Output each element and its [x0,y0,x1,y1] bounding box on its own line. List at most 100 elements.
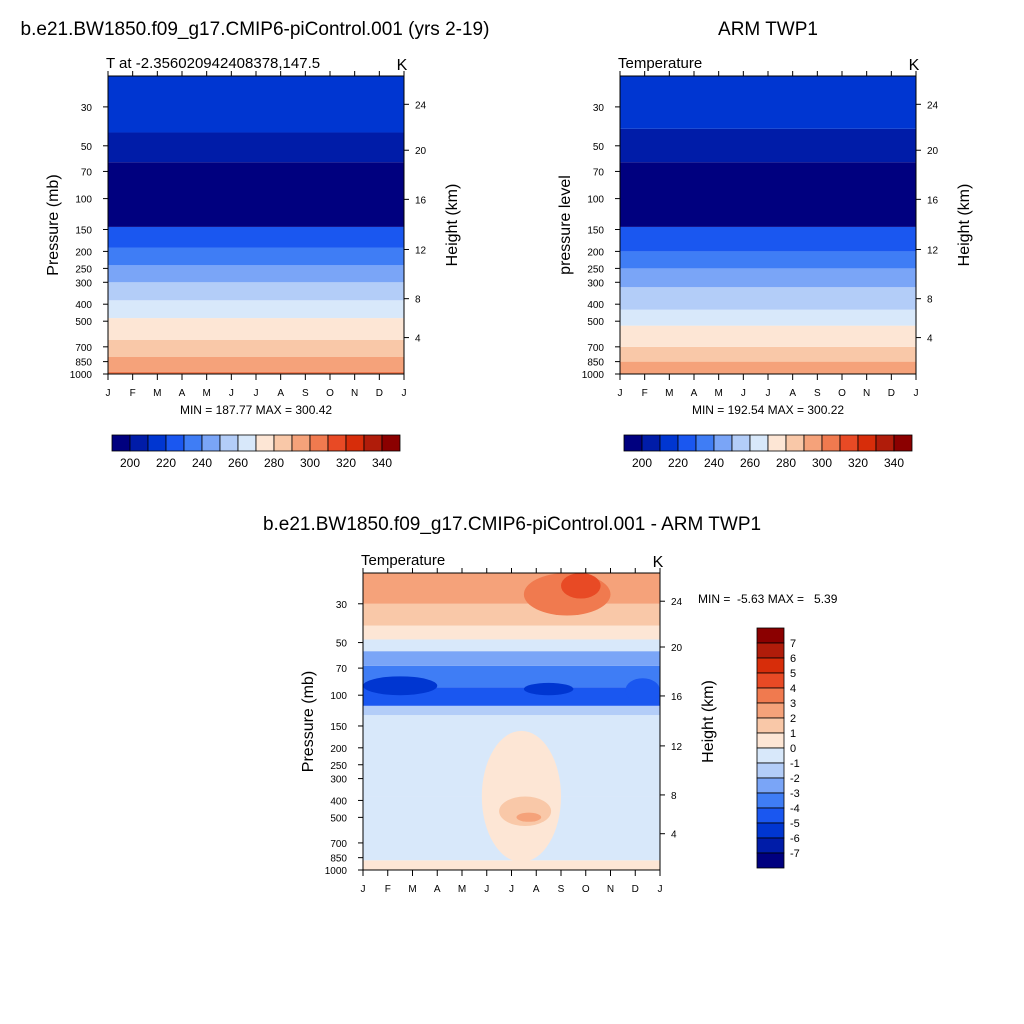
chart3-xtick-label-4: M [458,884,466,895]
colorbar-diff-label-7: 0 [790,743,796,755]
colorbar-diff-swatch-9 [756,762,785,779]
chart3-ytick-label-0: 30 [336,600,348,611]
chart3-patch-cold-core-3 [625,678,660,703]
chart3-patch-warm-core [481,730,561,863]
colorbar-diff-label-6: 1 [790,728,796,740]
chart1-xtick-label-3: A [179,388,186,399]
chart2-rtick-label-5: 4 [927,334,933,345]
chart3-rtick-label-3: 12 [671,742,683,753]
chart1-ytick-label-12: 1000 [70,370,93,381]
colorbar-diff-label-14: -7 [790,848,800,860]
colorbar-diff-label-9: -2 [790,773,800,785]
chart3-ytick-label-4: 150 [330,722,347,733]
chart1-ytick-label-9: 500 [75,317,92,328]
chart3-band-8 [363,625,660,640]
chart3-band-4 [363,687,660,706]
chart3-band-9 [363,603,660,626]
chart2-xtick-label-8: S [814,388,821,399]
chart2-ytick-label-0: 30 [593,103,605,114]
chart3-xtick-label-5: J [484,884,489,895]
chart3-xtick-label-0: J [361,884,366,895]
chart2-xtick-label-10: N [863,388,870,399]
colorbar-diff-label-8: -1 [790,758,800,770]
colorbar-left-label-7: 340 [372,456,392,470]
chart1-xtick-label-11: D [376,388,383,399]
colorbar-right-swatch-14 [875,434,895,452]
chart3-ytick-label-9: 500 [330,813,347,824]
chart1-xtick-label-2: M [153,388,161,399]
chart3-ytick-label-2: 70 [336,664,348,675]
colorbar-left-swatch-12 [327,434,347,452]
colorbar-left-swatch-13 [345,434,365,452]
chart1-rtick-label-2: 16 [415,195,427,206]
chart1-ytick-label-3: 100 [75,195,92,206]
colorbar-left-label-5: 300 [300,456,320,470]
chart2-ytick-label-5: 200 [587,247,604,258]
colorbar-diff-swatch-8 [756,747,785,764]
chart1-band-1 [108,357,404,372]
chart1-xtick-label-5: J [229,388,234,399]
colorbar-left-swatch-7 [237,434,257,452]
chart3-xtick-label-11: D [632,884,639,895]
chart1-ytick-label-4: 150 [75,225,92,236]
chart2-ytick-label-2: 70 [593,167,605,178]
chart1-ytick-label-0: 30 [81,103,93,114]
colorbar-diff-label-5: 2 [790,713,796,725]
colorbar-left-swatch-1 [129,434,149,452]
chart3-xtick-label-7: A [533,884,540,895]
chart3-xtick-label-6: J [509,884,514,895]
chart3-xtick-label-1: F [385,884,391,895]
chart2-xtick-label-1: F [642,388,648,399]
colorbar-diff-label-2: 5 [790,668,796,680]
colorbar-diff-label-4: 3 [790,698,796,710]
chart2-band-9 [620,128,916,163]
chart1-xtick-label-12: J [402,388,407,399]
chart1-xtick-label-4: M [202,388,210,399]
colorbar-left-label-0: 200 [120,456,140,470]
colorbar-left-label-6: 320 [336,456,356,470]
chart2-xtick-label-3: A [691,388,698,399]
colorbar-right-swatch-3 [677,434,697,452]
chart1-band-11 [108,76,404,133]
chart2-ytick-label-4: 150 [587,225,604,236]
chart3-title: b.e21.BW1850.f09_g17.CMIP6-piControl.001… [263,514,761,535]
colorbar-right-label-6: 320 [848,456,868,470]
chart2-rtick-label-4: 8 [927,295,933,306]
chart2-xtick-label-2: M [665,388,673,399]
chart2-band-1 [620,346,916,362]
chart1-band-10 [108,132,404,163]
chart2-title: ARM TWP1 [718,19,818,40]
chart1-rtick-label-4: 8 [415,295,421,306]
chart2-xtick-label-11: D [888,388,895,399]
chart3-stats: MIN = -5.63 MAX = 5.39 [698,592,838,606]
chart1-band-9 [108,162,404,227]
chart2-band-0 [620,361,916,374]
chart1-band-6 [108,265,404,283]
chart1-rtick-label-5: 4 [415,334,421,345]
chart3-band-10 [363,573,660,604]
colorbar-right-label-3: 260 [740,456,760,470]
chart2-ytick-label-11: 850 [587,358,604,369]
chart3-band-3 [363,705,660,716]
colorbar-left-swatch-3 [165,434,185,452]
colorbar-diff-label-13: -6 [790,833,800,845]
chart2-xtick-label-6: J [766,388,771,399]
colorbar-left-swatch-4 [183,434,203,452]
chart3-ytick-label-7: 300 [330,775,347,786]
colorbar-right-label-1: 220 [668,456,688,470]
chart2-ytick-label-3: 100 [587,195,604,206]
colorbar-diff-swatch-3 [756,672,785,689]
chart3-xtick-label-3: A [434,884,441,895]
chart3-xtick-label-12: J [658,884,663,895]
chart2-band-7 [620,226,916,252]
chart2-xtick-label-0: J [618,388,623,399]
colorbar-right-swatch-11 [821,434,841,452]
chart1-band-2 [108,340,404,358]
colorbar-diff-swatch-5 [756,702,785,719]
colorbar-right-swatch-8 [767,434,787,452]
chart3-ytick-label-5: 200 [330,744,347,755]
chart2-xtick-label-5: J [741,388,746,399]
colorbar-diff-label-1: 6 [790,653,796,665]
colorbar-left-swatch-9 [273,434,293,452]
chart2-xtick-label-12: J [914,388,919,399]
